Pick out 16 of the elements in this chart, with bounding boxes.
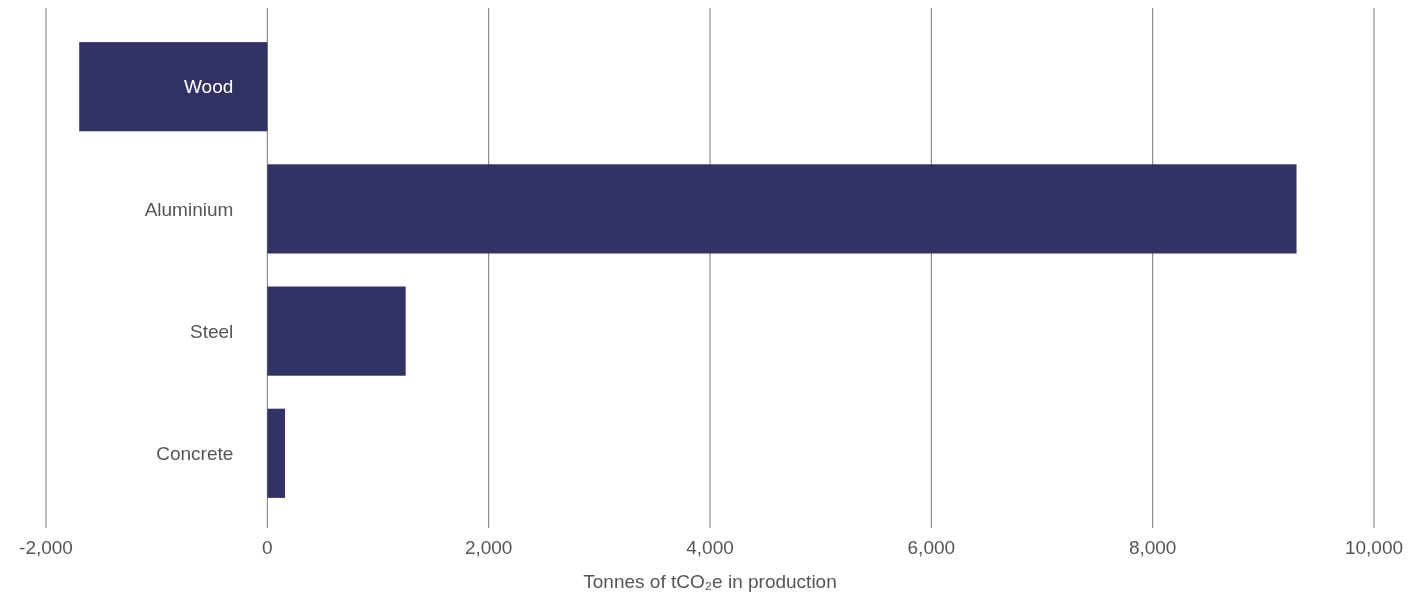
y-tick-label: Concrete (156, 442, 234, 464)
x-tick-label: 6,000 (907, 537, 956, 558)
x-tick-label: 8,000 (1128, 537, 1177, 558)
x-tick-label: -2,000 (19, 537, 73, 558)
x-tick-label: 4,000 (686, 537, 734, 558)
y-tick-label: Steel (190, 320, 234, 342)
bar (267, 408, 286, 498)
x-tick-label: 2,000 (464, 537, 513, 558)
y-tick-label: Wood (184, 76, 234, 98)
x-tick-label: 10,000 (1344, 537, 1404, 558)
x-axis-title: Tonnes of tCO₂e in production (583, 571, 837, 592)
bar (79, 42, 268, 132)
bar (267, 164, 1297, 254)
y-tick-label: Aluminium (144, 198, 234, 220)
x-tick-label: 0 (262, 537, 273, 558)
bar (267, 286, 406, 376)
